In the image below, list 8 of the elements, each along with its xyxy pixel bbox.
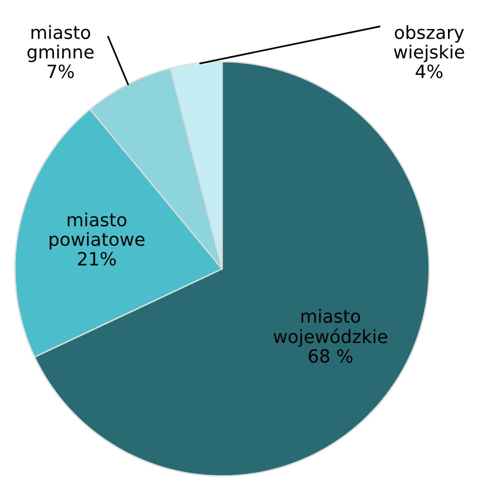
slice-label: miasto gminne <box>27 25 94 62</box>
slice-label: miasto powiatowe <box>50 212 144 250</box>
data-label: 21% <box>78 252 116 266</box>
data-label: 4% <box>416 64 442 78</box>
data-label: 68 % <box>308 349 352 363</box>
slice-label: obszary wiejskie <box>394 25 464 62</box>
data-label: 7% <box>48 64 74 78</box>
slice-label: miasto wojewódzkie <box>274 308 388 347</box>
